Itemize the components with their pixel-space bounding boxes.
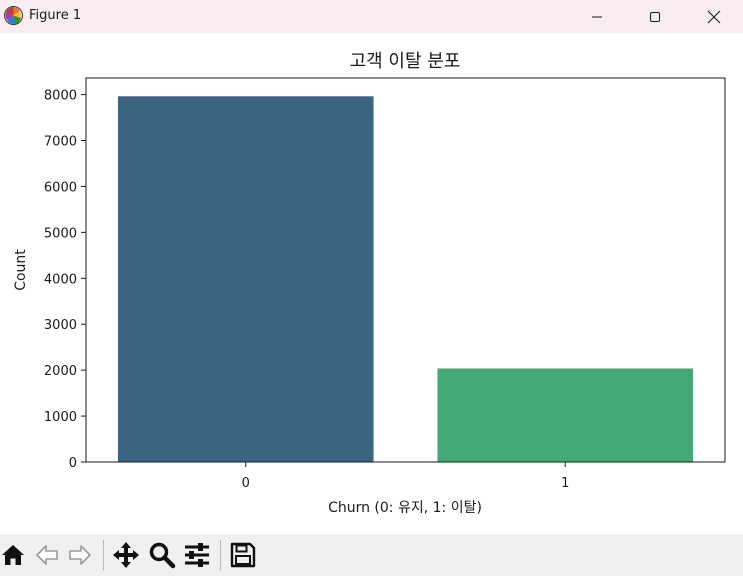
pan-icon xyxy=(113,542,139,568)
zoom-button[interactable] xyxy=(146,539,178,571)
zoom-icon xyxy=(149,542,176,569)
bar-0 xyxy=(117,96,374,463)
y-tick-label: 8000 xyxy=(44,89,77,104)
pan-button[interactable] xyxy=(110,539,142,571)
maximize-button[interactable] xyxy=(626,0,684,33)
close-button[interactable] xyxy=(685,0,743,33)
matplotlib-logo-icon xyxy=(4,6,23,25)
y-tick-label: 2000 xyxy=(44,364,77,379)
save-button[interactable] xyxy=(227,539,259,571)
bar-chart: 고객 이탈 분포 0 1000 2000 3000 4000 5000 6000 7000 80… xyxy=(13,51,726,516)
home-icon xyxy=(2,545,24,565)
window-title-bar: Figure 1 xyxy=(0,0,743,33)
forward-button[interactable] xyxy=(64,539,96,571)
window-title: Figure 1 xyxy=(29,8,82,23)
y-tick-label: 6000 xyxy=(44,180,77,195)
x-axis-label: Churn (0: 유지, 1: 이탈) xyxy=(328,500,482,516)
minimize-icon xyxy=(592,16,602,17)
x-tick-label: 1 xyxy=(561,476,569,491)
home-button[interactable] xyxy=(0,539,29,571)
minimize-button[interactable] xyxy=(568,0,626,33)
plot-frame xyxy=(85,77,726,463)
y-axis-label: Count xyxy=(13,249,29,291)
y-tick-label: 5000 xyxy=(44,226,77,241)
y-tick-label: 4000 xyxy=(44,272,77,287)
y-tick-label: 3000 xyxy=(44,318,77,333)
forward-icon xyxy=(69,545,91,565)
y-tick-label: 7000 xyxy=(44,135,77,150)
configure-subplots-button[interactable] xyxy=(181,539,213,571)
figure-canvas[interactable]: 고객 이탈 분포 0 1000 2000 3000 4000 5000 6000 7000 80… xyxy=(0,33,743,534)
save-icon xyxy=(230,542,256,568)
back-icon xyxy=(36,545,58,565)
y-tick-label: 1000 xyxy=(44,410,77,425)
close-icon xyxy=(707,10,721,23)
bar-1 xyxy=(437,368,694,462)
navigation-toolbar xyxy=(0,534,743,576)
y-tick-label: 0 xyxy=(69,456,77,471)
back-button[interactable] xyxy=(31,539,63,571)
chart-title: 고객 이탈 분포 xyxy=(350,51,461,72)
toolbar-separator xyxy=(103,540,104,570)
configure-subplots-icon xyxy=(185,543,209,567)
maximize-icon xyxy=(650,11,660,22)
x-tick-label: 0 xyxy=(242,476,250,491)
toolbar-separator xyxy=(220,540,221,570)
